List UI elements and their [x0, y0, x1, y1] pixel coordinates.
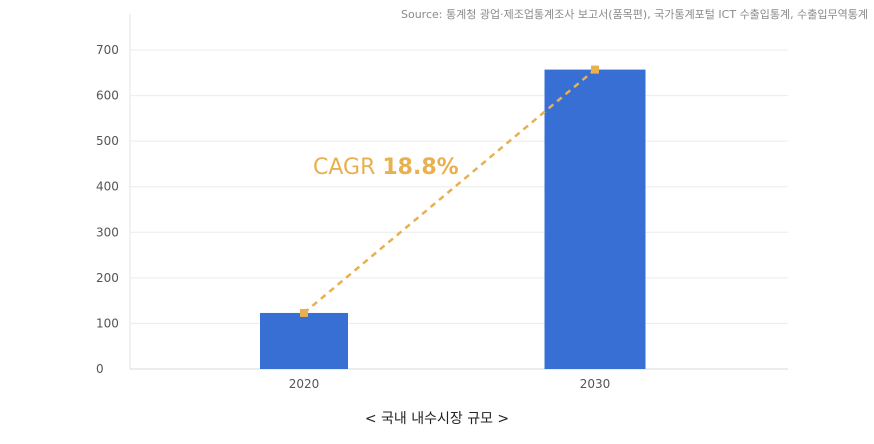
y-tick-label: 0	[96, 362, 104, 376]
trend-marker	[300, 308, 308, 317]
y-tick-label: 100	[96, 316, 119, 330]
y-tick-label: 600	[96, 89, 119, 103]
trend-line	[303, 68, 596, 314]
y-tick-label: 300	[96, 225, 119, 239]
cagr-value: 18.8%	[382, 155, 458, 180]
bar-2030	[544, 69, 646, 370]
y-tick-label: 700	[96, 43, 119, 57]
cagr-annotation: CAGR 18.8%	[313, 155, 459, 180]
y-tick-label: 500	[96, 134, 119, 148]
cagr-label: CAGR	[313, 155, 382, 180]
bar-2020	[260, 312, 348, 369]
trend-marker	[591, 65, 599, 74]
x-tick-label: 2030	[580, 377, 611, 391]
chart-caption: < 국내 내수시장 규모 >	[364, 411, 510, 427]
source-note: Source: 통계청 광업·제조업통계조사 보고서(품목편), 국가통계포털 …	[401, 8, 868, 21]
y-tick-label: 200	[96, 271, 119, 285]
y-tick-label: 400	[96, 180, 119, 194]
x-tick-label: 2020	[289, 377, 320, 391]
